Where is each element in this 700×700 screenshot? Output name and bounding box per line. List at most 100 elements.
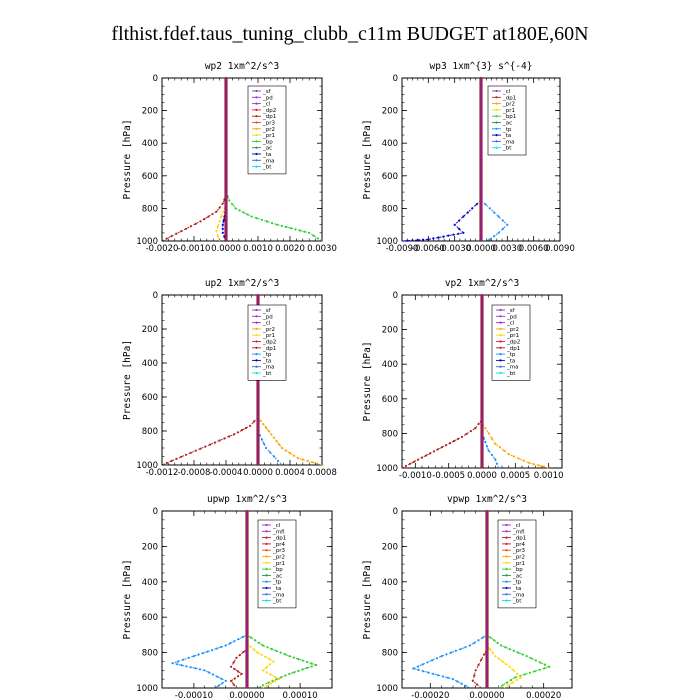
y-tick-label: 0 <box>153 291 158 301</box>
series-point-bp <box>271 222 274 225</box>
legend-box <box>247 85 287 175</box>
legend-entry: _sf <box>262 308 272 314</box>
legend-marker <box>505 586 508 590</box>
legend-entry: _pr2 <box>262 327 275 333</box>
series-point-bp <box>539 661 542 664</box>
series-point-pr2 <box>267 429 270 433</box>
series-point-pr1 <box>494 655 497 658</box>
series-point-pr2 <box>301 458 304 461</box>
legend-marker <box>255 89 258 93</box>
series-point-tp <box>501 227 504 230</box>
legend-entry: _pr3 <box>512 548 526 554</box>
series-point-bp <box>521 653 524 656</box>
panel-title: upwp 1xm^2/s^3 <box>207 494 287 505</box>
series-point-pr1 <box>253 648 256 651</box>
panel-title: up2 1xm^2/s^3 <box>205 278 279 289</box>
series-point-bp <box>543 663 546 666</box>
series-point-tp <box>217 684 220 687</box>
x-tick-label: -0.0005 <box>432 471 465 481</box>
series-point-pr1 <box>511 681 514 684</box>
series-point-bp <box>261 644 264 647</box>
legend-marker <box>265 536 268 539</box>
series-point-bp <box>312 234 315 237</box>
series-point-bp <box>297 669 300 673</box>
x-tick-label: -0.0060 <box>412 244 445 254</box>
legend-marker <box>255 353 258 356</box>
legend-marker <box>255 152 258 156</box>
series-point-dp1 <box>236 431 240 434</box>
legend-marker <box>255 134 258 137</box>
series-point-tp <box>468 644 472 647</box>
legend-marker <box>505 536 508 539</box>
series-point-bp <box>299 229 302 232</box>
series-point-ta <box>222 219 225 222</box>
series-point-tp <box>262 442 266 445</box>
legend-marker <box>265 561 268 564</box>
series-point-dp1 <box>432 450 436 453</box>
y-tick-label: 1000 <box>376 237 398 247</box>
legend-entry: _bp <box>512 567 523 573</box>
series-point-bp <box>280 224 283 227</box>
series-point-tp <box>473 641 476 645</box>
series-point-tp <box>211 673 215 676</box>
x-tick-label: 0.0000 <box>466 244 496 254</box>
y-tick-label: 1000 <box>376 684 398 694</box>
legend-entry: _ma <box>262 158 274 164</box>
series-point-dp1 <box>199 220 202 223</box>
legend-entry: _bt <box>502 146 512 152</box>
series-point-bp <box>504 646 507 649</box>
series-point-dp1 <box>232 661 235 664</box>
legend-box <box>257 519 297 609</box>
series-point-dp1 <box>204 445 207 448</box>
series-point-pr2 <box>517 457 520 460</box>
series-point-dp1 <box>184 227 188 230</box>
legend-marker <box>265 542 268 546</box>
series-point-pr1 <box>221 210 224 213</box>
legend-entry: _dp1 <box>512 536 526 542</box>
series-point-dp1 <box>213 441 216 444</box>
y-axis-label: Pressure [hPa] <box>362 119 373 199</box>
legend-marker <box>505 530 508 533</box>
series-point-tp <box>426 661 429 664</box>
series-point-tp <box>481 636 484 639</box>
legend-entry: _bt <box>512 599 522 605</box>
series-point-pr2 <box>262 423 265 426</box>
legend-marker <box>499 353 502 356</box>
series-point-dp1 <box>436 448 440 451</box>
series-point-bp <box>270 648 273 651</box>
series-point-pr1 <box>277 678 280 681</box>
legend-marker <box>265 555 268 558</box>
legend-entry: _mfl <box>272 529 285 535</box>
series-point-pr2 <box>288 452 292 455</box>
series-point-bp <box>292 656 295 659</box>
legend-marker <box>255 340 258 343</box>
y-tick-label: 1000 <box>136 684 158 694</box>
series-line-dp1 <box>472 511 488 689</box>
legend-entry: _pr4 <box>272 542 286 548</box>
series-point-bp <box>517 651 520 654</box>
legend-marker <box>255 102 258 105</box>
y-tick-label: 400 <box>382 139 398 149</box>
series-point-pr2 <box>311 461 314 464</box>
legend-marker <box>265 599 268 602</box>
series-point-bp <box>285 225 288 229</box>
series-point-tp <box>432 672 435 675</box>
series-point-pr2 <box>259 419 262 422</box>
x-tick-label: -0.0010 <box>399 471 432 481</box>
panel-title: wp3 1xm^{3} s^{-4} <box>430 61 533 72</box>
y-tick-label: 600 <box>382 395 398 405</box>
series-point-pr1 <box>519 676 523 679</box>
y-tick-label: 200 <box>382 107 398 117</box>
series-point-dp1 <box>170 459 173 462</box>
series-point-bp <box>266 646 269 649</box>
legend-marker <box>505 523 508 527</box>
legend-entry: _tp <box>502 127 512 133</box>
series-point-dp1 <box>416 458 420 461</box>
legend-marker <box>255 346 258 349</box>
series-point-dp1 <box>240 429 244 432</box>
series-point-tp <box>216 675 219 678</box>
series-point-pr2 <box>512 455 515 458</box>
x-tick-label: 0.0000 <box>467 471 497 481</box>
panel-title: wp2 1xm^2/s^3 <box>205 61 279 72</box>
series-point-bp <box>301 659 304 662</box>
